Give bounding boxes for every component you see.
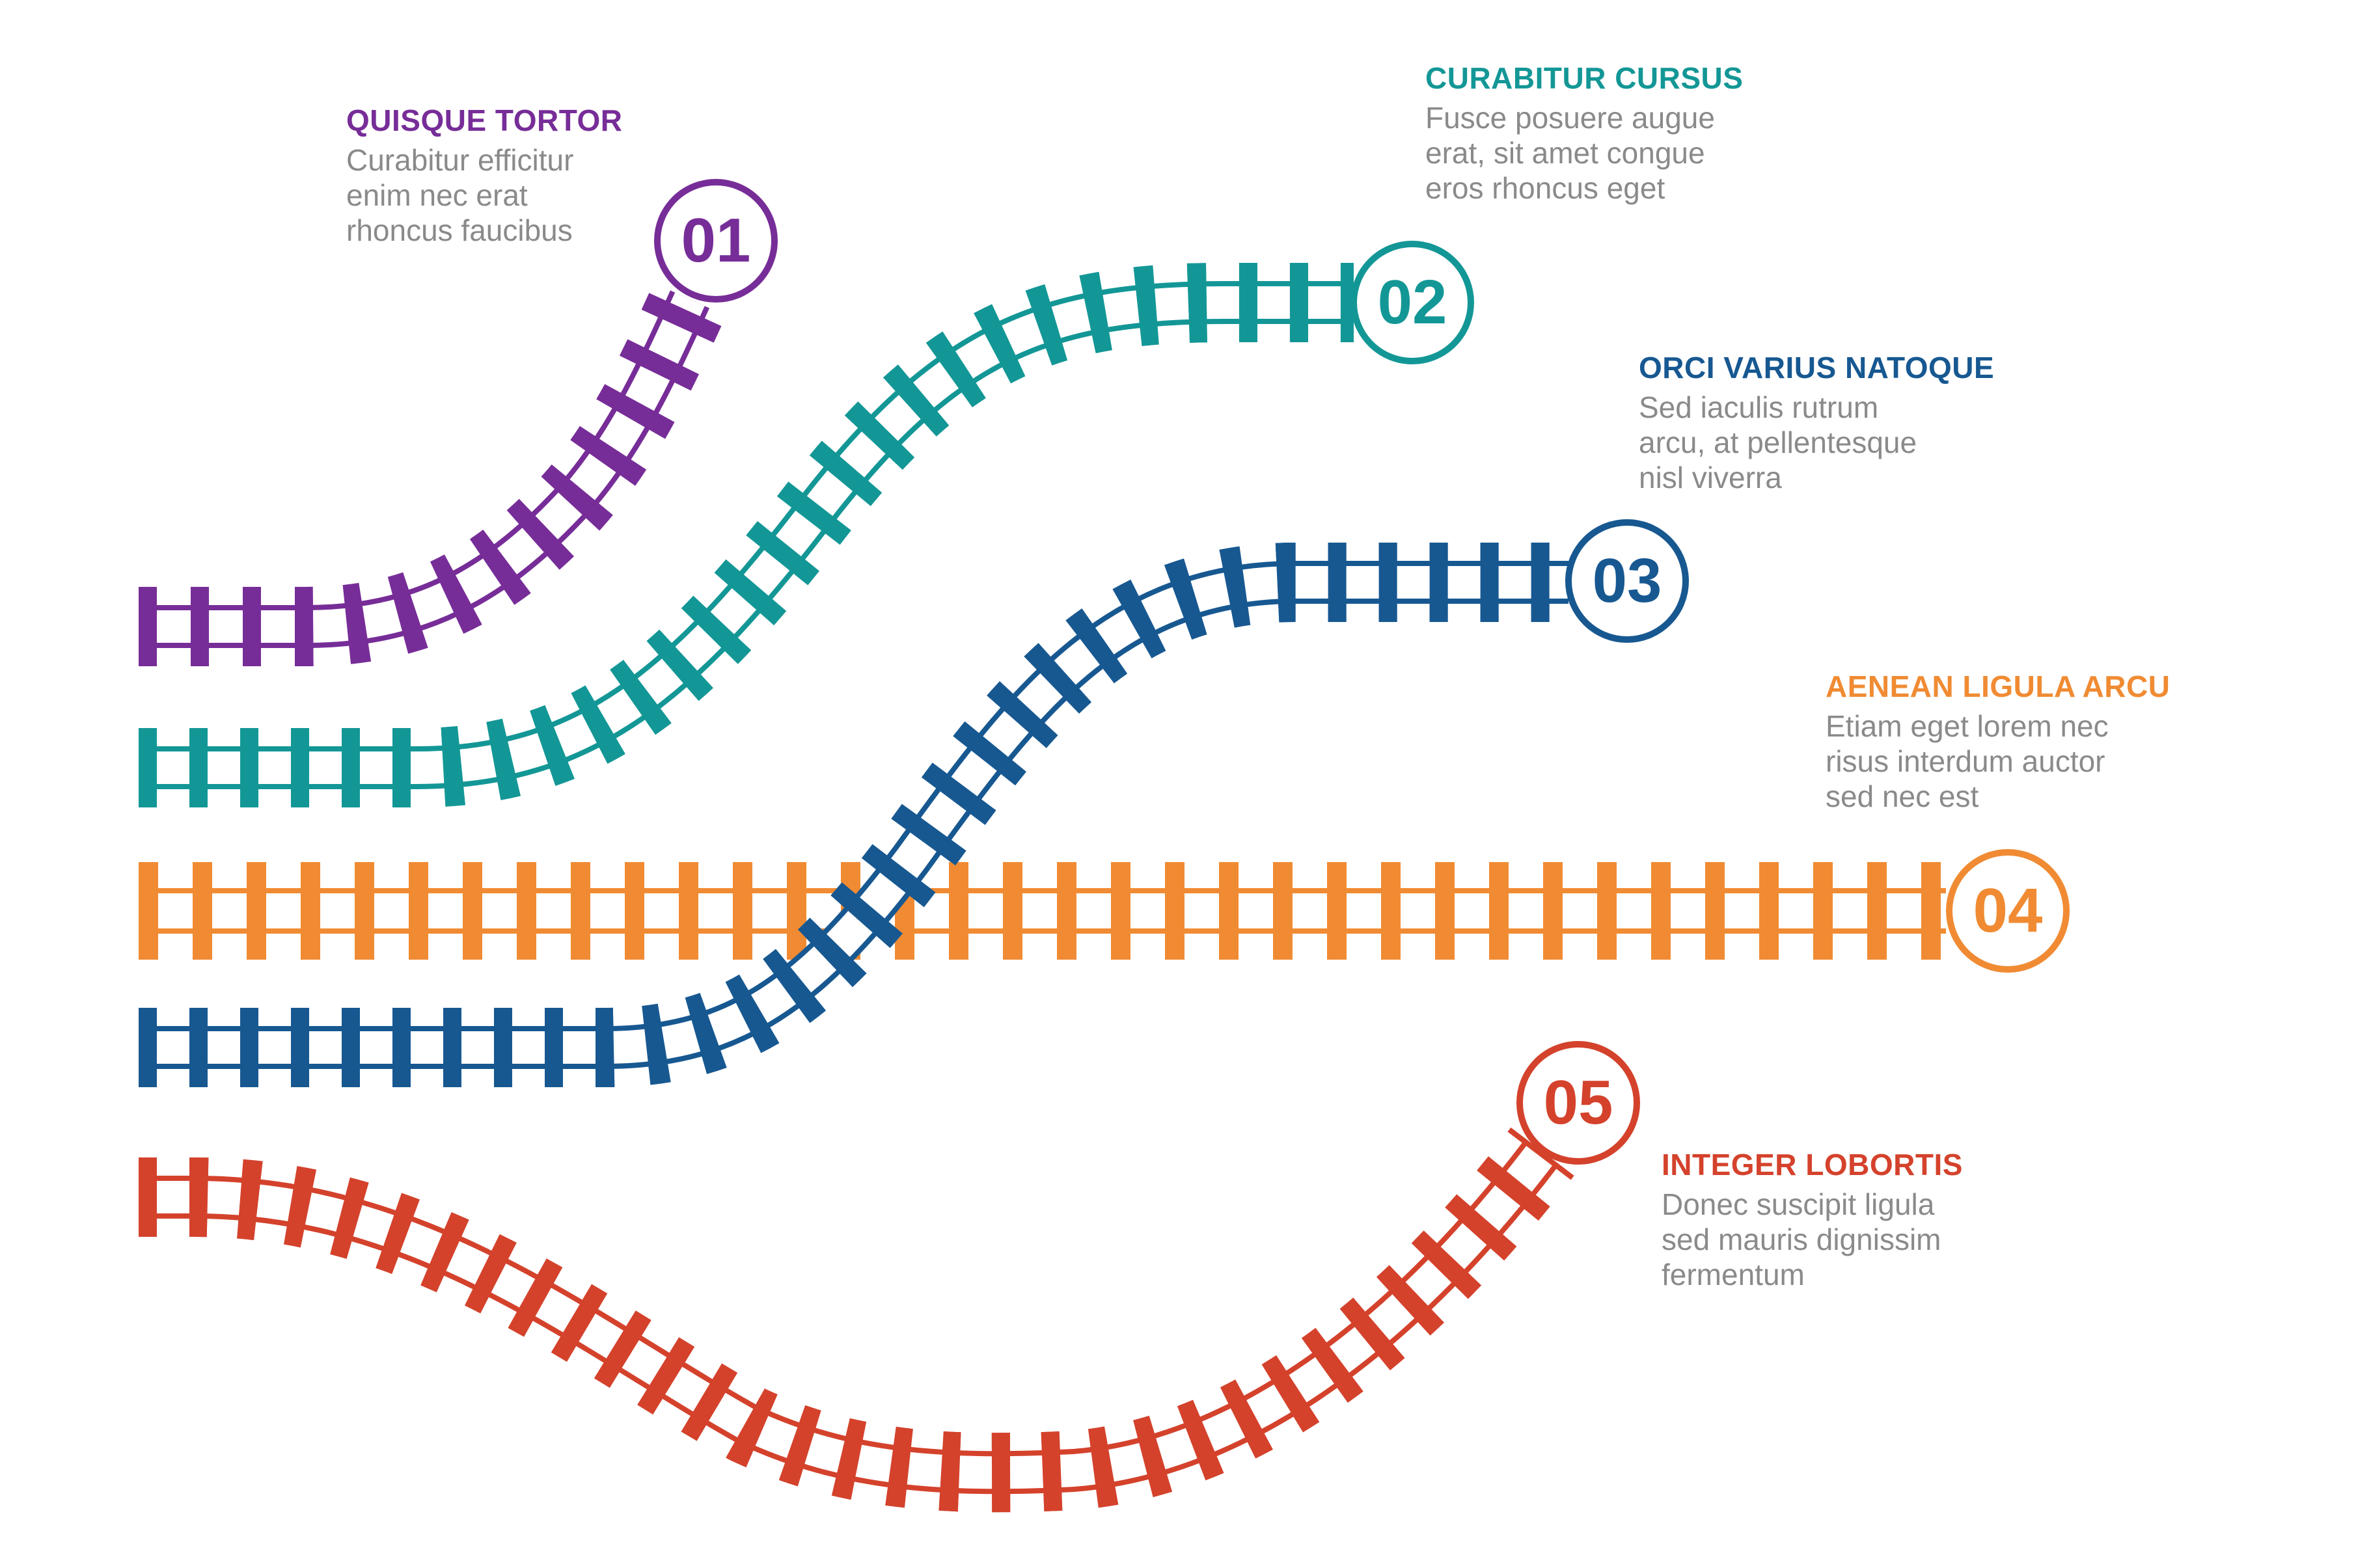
step-05-badge: 05 xyxy=(1516,1041,1640,1165)
step-03-badge: 03 xyxy=(1565,519,1689,643)
step-02-title: CURABITUR CURSUS xyxy=(1425,61,1744,95)
step-04-text: AENEAN LIGULA ARCU Etiam eget lorem nec … xyxy=(1826,670,2170,814)
step-04-description: Etiam eget lorem nec risus interdum auct… xyxy=(1826,709,2109,813)
step-03-title: ORCI VARIUS NATOQUE xyxy=(1639,351,1995,385)
step-02-badge: 02 xyxy=(1350,241,1474,364)
step-05-description: Donec suscipit ligula sed mauris digniss… xyxy=(1662,1187,1941,1291)
track-02 xyxy=(139,303,1354,768)
step-01-description: Curabitur efficitur enim nec erat rhoncu… xyxy=(346,142,574,247)
step-01-badge: 01 xyxy=(654,179,778,303)
step-03-number: 03 xyxy=(1592,546,1662,615)
step-03-text: ORCI VARIUS NATOQUE Sed iaculis rutrum a… xyxy=(1639,351,1994,495)
step-04-badge: 04 xyxy=(1946,849,2070,973)
step-05-title: INTEGER LOBORTIS xyxy=(1662,1148,1963,1182)
step-04-number: 04 xyxy=(1973,876,2043,945)
step-05-number: 05 xyxy=(1543,1068,1613,1137)
step-02-number: 02 xyxy=(1377,267,1447,337)
step-04-title: AENEAN LIGULA ARCU xyxy=(1826,669,2170,703)
step-02-text: CURABITUR CURSUS Fusce posuere augue era… xyxy=(1425,62,1743,206)
step-02-description: Fusce posuere augue erat, sit amet congu… xyxy=(1425,100,1715,205)
step-01-text: QUISQUE TORTOR Curabitur efficitur enim … xyxy=(346,104,622,248)
step-01-title: QUISQUE TORTOR xyxy=(346,103,623,137)
step-01-number: 01 xyxy=(681,206,751,275)
step-03-description: Sed iaculis rutrum arcu, at pellentesque… xyxy=(1639,390,1917,494)
step-05-text: INTEGER LOBORTIS Donec suscipit ligula s… xyxy=(1662,1148,1963,1292)
